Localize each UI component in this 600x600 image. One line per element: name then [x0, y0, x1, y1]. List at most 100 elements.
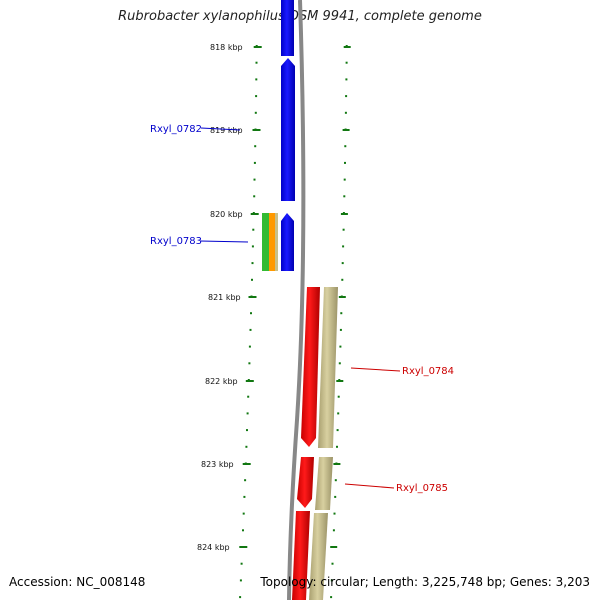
ruler-tick — [253, 46, 262, 48]
ruler-dot — [337, 412, 340, 415]
feature-orange — [269, 213, 275, 271]
ruler-dot — [239, 596, 242, 599]
ruler-tick — [242, 463, 251, 465]
ruler-tick — [336, 380, 344, 382]
ruler-dot — [344, 161, 346, 164]
ruler-dot — [340, 312, 343, 315]
ruler-dot — [247, 395, 250, 398]
tick-label-821: 821 kbp — [208, 293, 241, 302]
feature-olive-0784 — [318, 287, 338, 448]
gene-rxyl-0782[interactable] — [281, 58, 295, 201]
ruler-dot — [339, 328, 342, 331]
ruler-tick — [340, 213, 348, 215]
genome-backbone — [287, 0, 306, 600]
ruler-dot — [345, 78, 348, 81]
gene-label-rxyl-0782[interactable]: Rxyl_0782 — [150, 124, 202, 135]
ruler-dot — [248, 362, 251, 365]
ruler-dot — [330, 579, 333, 582]
ruler-tick — [248, 296, 257, 298]
gene-rxyl-0781[interactable] — [281, 0, 294, 56]
ruler-tick — [250, 213, 259, 215]
tick-marks — [239, 46, 351, 548]
ruler-dot — [345, 61, 348, 64]
gene-label-rxyl-0785[interactable]: Rxyl_0785 — [396, 483, 448, 494]
tick-label-823: 823 kbp — [201, 460, 234, 469]
leader-rxyl-0784 — [350, 367, 401, 372]
ruler-dot — [253, 161, 256, 164]
ruler-dot — [331, 562, 334, 565]
ruler-dot — [255, 95, 258, 98]
ruler-dot — [333, 512, 336, 515]
ruler-dot — [250, 312, 252, 315]
ruler-dot — [244, 479, 247, 482]
gene-label-rxyl-0784[interactable]: Rxyl_0784 — [402, 366, 454, 377]
ruler-tick — [239, 546, 248, 548]
ruler-dot — [252, 228, 255, 231]
accession-label: Accession: NC_008148 — [9, 575, 146, 589]
leader-rxyl-0782 — [200, 127, 241, 131]
tick-label-819: 819 kbp — [210, 126, 243, 135]
ruler-dot — [255, 61, 258, 64]
leader-rxyl-0785 — [344, 483, 395, 489]
topology-label: Topology: circular; Length: 3,225,748 bp… — [260, 575, 590, 589]
ruler-dot — [253, 178, 256, 181]
gene-rxyl-0784[interactable] — [301, 287, 320, 447]
ruler-tick — [245, 380, 254, 382]
ruler-dot — [343, 178, 346, 181]
ruler-dot — [251, 278, 253, 281]
feature-olive-small — [275, 213, 278, 271]
feature-olive-0785 — [315, 457, 333, 510]
feature-green — [262, 213, 269, 271]
ruler-dot — [337, 395, 340, 398]
ruler-dot — [254, 145, 257, 148]
ruler-dot — [334, 495, 337, 498]
ruler-dot — [339, 345, 342, 348]
ruler-tick — [338, 296, 346, 298]
tick-label-818: 818 kbp — [210, 43, 243, 52]
ruler-dot — [245, 445, 248, 448]
ruler-dot — [246, 429, 248, 432]
ruler-dot — [242, 529, 244, 532]
ruler-dot — [344, 145, 347, 148]
ruler-dot — [255, 78, 258, 81]
ruler-dot — [248, 345, 251, 348]
feature-olive-0786 — [309, 513, 328, 600]
tick-label-824: 824 kbp — [197, 543, 230, 552]
ruler-dot — [251, 245, 254, 248]
ruler-dot — [254, 111, 257, 114]
ruler-dot — [336, 429, 339, 432]
gene-label-rxyl-0783[interactable]: Rxyl_0783 — [150, 236, 202, 247]
gene-rxyl-0783-cds[interactable] — [281, 213, 294, 271]
ruler-dot — [332, 529, 335, 532]
ruler-dot — [249, 328, 252, 331]
ruler-dot — [341, 278, 344, 281]
leader-rxyl-0783 — [199, 240, 249, 243]
ruler-dot — [253, 195, 256, 198]
gene-rxyl-0786[interactable] — [292, 511, 310, 600]
ruler-tick — [343, 46, 351, 48]
ruler-dot — [336, 445, 338, 448]
ruler-dot — [341, 262, 344, 265]
ruler-dot — [342, 245, 345, 248]
tick-label-822: 822 kbp — [205, 377, 238, 386]
ruler-dot — [338, 362, 341, 365]
ruler-tick — [333, 463, 341, 465]
ruler-dot — [243, 495, 246, 498]
ruler-dot — [344, 111, 347, 114]
ruler-dot — [343, 195, 346, 198]
ruler-tick — [252, 129, 261, 131]
ruler-dot — [242, 512, 245, 515]
ruler-dot — [246, 412, 249, 415]
ruler-dot — [342, 228, 345, 231]
ruler-dot — [251, 262, 254, 265]
ruler-dot — [334, 479, 337, 482]
ruler-dot — [239, 579, 242, 582]
tick-label-820: 820 kbp — [210, 210, 243, 219]
ruler-dot — [240, 562, 243, 565]
ruler-tick — [330, 546, 338, 548]
ruler-dot — [345, 95, 348, 98]
ruler-dot — [330, 596, 333, 599]
gene-rxyl-0785[interactable] — [297, 457, 314, 508]
ruler-tick — [342, 129, 350, 131]
